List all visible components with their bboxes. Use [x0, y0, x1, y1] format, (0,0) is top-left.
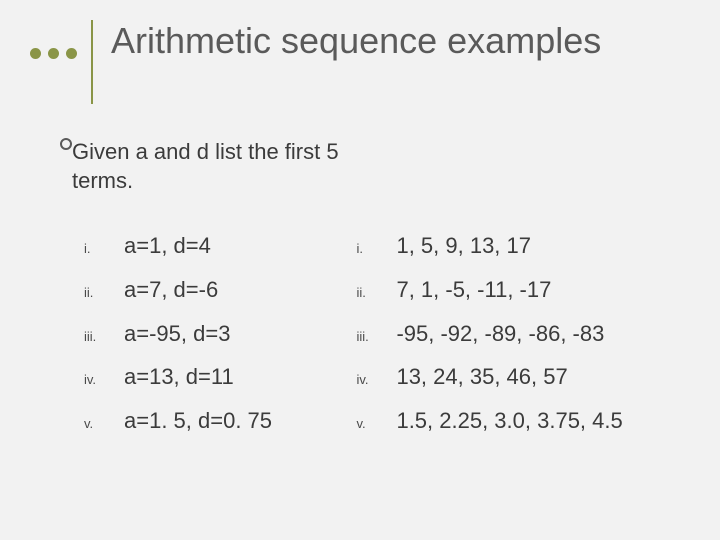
- item-text: 13, 24, 35, 46, 57: [396, 362, 567, 392]
- intro-text: Given a and d list the first 5 terms.: [72, 138, 392, 195]
- item-marker: i.: [84, 241, 124, 256]
- list-item: iii. -95, -92, -89, -86, -83: [356, 319, 680, 349]
- dot-icon: [48, 48, 59, 59]
- item-text: 1.5, 2.25, 3.0, 3.75, 4.5: [396, 406, 622, 436]
- columns: i. a=1, d=4 ii. a=7, d=-6 iii. a=-95, d=…: [60, 231, 680, 435]
- slide-content: Given a and d list the first 5 terms. i.…: [0, 114, 720, 436]
- list-item: ii. a=7, d=-6: [60, 275, 326, 305]
- item-text: -95, -92, -89, -86, -83: [396, 319, 604, 349]
- list-item: i. 1, 5, 9, 13, 17: [356, 231, 680, 261]
- slide-header: Arithmetic sequence examples: [0, 0, 720, 114]
- item-marker: iv.: [356, 372, 396, 387]
- list-item: iv. 13, 24, 35, 46, 57: [356, 362, 680, 392]
- list-item: v. a=1. 5, d=0. 75: [60, 406, 326, 436]
- item-marker: ii.: [84, 285, 124, 300]
- list-item: iii. a=-95, d=3: [60, 319, 326, 349]
- item-marker: v.: [84, 416, 124, 431]
- dot-icon: [66, 48, 77, 59]
- item-marker: i.: [356, 241, 396, 256]
- item-text: 7, 1, -5, -11, -17: [396, 275, 551, 305]
- intro-row: Given a and d list the first 5 terms.: [60, 138, 680, 195]
- vertical-divider: [91, 20, 93, 104]
- list-item: v. 1.5, 2.25, 3.0, 3.75, 4.5: [356, 406, 680, 436]
- item-text: a=1, d=4: [124, 231, 211, 261]
- bullet-ring-icon: [60, 138, 72, 150]
- item-text: a=1. 5, d=0. 75: [124, 406, 272, 436]
- list-item: i. a=1, d=4: [60, 231, 326, 261]
- dot-icon: [30, 48, 41, 59]
- item-text: a=13, d=11: [124, 362, 234, 392]
- item-marker: ii.: [356, 285, 396, 300]
- item-marker: iii.: [356, 329, 396, 344]
- inputs-column: i. a=1, d=4 ii. a=7, d=-6 iii. a=-95, d=…: [60, 231, 326, 435]
- slide-title: Arithmetic sequence examples: [111, 20, 601, 61]
- list-item: iv. a=13, d=11: [60, 362, 326, 392]
- item-text: a=7, d=-6: [124, 275, 218, 305]
- answers-column: i. 1, 5, 9, 13, 17 ii. 7, 1, -5, -11, -1…: [356, 231, 680, 435]
- item-marker: iii.: [84, 329, 124, 344]
- item-marker: iv.: [84, 372, 124, 387]
- list-item: ii. 7, 1, -5, -11, -17: [356, 275, 680, 305]
- item-text: a=-95, d=3: [124, 319, 230, 349]
- accent-dots: [30, 48, 77, 59]
- item-text: 1, 5, 9, 13, 17: [396, 231, 531, 261]
- item-marker: v.: [356, 416, 396, 431]
